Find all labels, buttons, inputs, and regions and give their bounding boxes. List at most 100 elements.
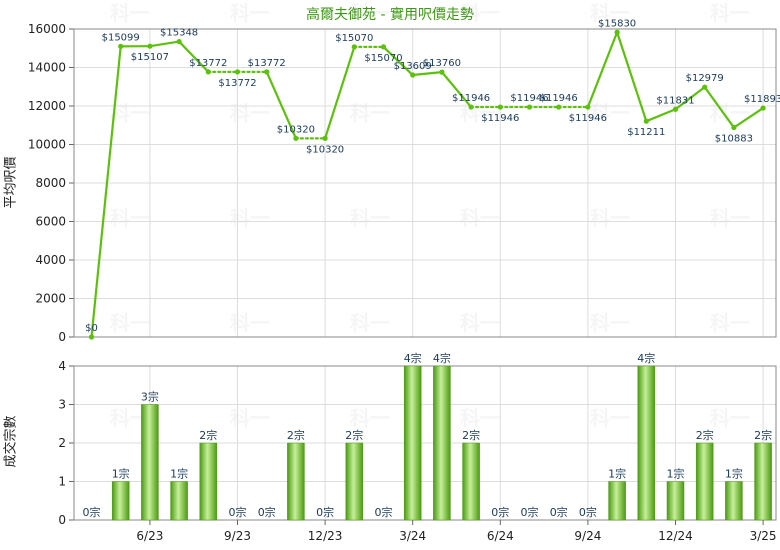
price-point	[351, 44, 357, 50]
price-line-segment	[440, 71, 473, 109]
count-bar-label: 2宗	[754, 428, 772, 442]
price-line-segment	[732, 106, 765, 129]
price-ytick-label: 16000	[28, 22, 66, 36]
watermark: 科一	[110, 101, 150, 125]
count-bar-label: 0宗	[521, 505, 539, 519]
price-point-label: $15348	[160, 28, 198, 39]
watermark: 科一	[710, 1, 750, 25]
watermark: 科一	[230, 101, 270, 125]
count-bar-label: 0宗	[229, 505, 247, 519]
watermark: 科一	[230, 1, 270, 25]
price-point	[147, 43, 153, 49]
count-ytick-label: 0	[58, 513, 66, 527]
count-bar-label: 1宗	[725, 467, 743, 481]
count-bar	[111, 481, 130, 521]
watermark: 科一	[590, 1, 630, 25]
price-point-label: $15099	[102, 32, 140, 43]
price-point-label: $13772	[189, 58, 227, 69]
price-point	[176, 38, 182, 45]
count-frame	[73, 365, 777, 521]
count-bar-label: 0宗	[83, 505, 101, 519]
price-ytick-label: 6000	[35, 215, 66, 229]
watermark: 科一	[460, 101, 500, 125]
count-ytick-label: 1	[58, 475, 66, 489]
price-line-segment	[382, 45, 414, 77]
count-bar	[287, 442, 305, 521]
watermark: 科一	[350, 206, 390, 230]
price-point	[234, 69, 241, 75]
price-point	[205, 69, 211, 75]
count-bar	[637, 365, 656, 521]
x-tick-label: 9/24	[574, 529, 601, 543]
price-point	[585, 104, 591, 110]
price-line-segment	[674, 86, 706, 111]
price-line-segment	[615, 31, 648, 123]
chart-title: 高爾夫御苑 - 實用呎價走勢	[306, 7, 474, 23]
count-bar-label: 4宗	[433, 351, 451, 365]
price-point	[439, 69, 445, 75]
watermark: 科一	[350, 311, 390, 335]
watermark: 科一	[710, 206, 750, 230]
price-ytick-label: 10000	[28, 138, 66, 152]
x-tick-label: 12/24	[658, 529, 693, 543]
price-point	[643, 118, 649, 124]
price-point	[556, 104, 562, 110]
count-bar	[608, 481, 626, 521]
price-point	[497, 104, 503, 110]
count-bar	[199, 442, 218, 521]
price-point-label: $0	[85, 323, 98, 334]
price-point-label: $11946	[452, 93, 490, 104]
x-tick-label: 12/23	[308, 529, 343, 543]
count-bar	[141, 404, 159, 521]
price-line-segment	[411, 71, 443, 77]
watermark: 科一	[460, 1, 500, 25]
watermark: 科一	[460, 311, 500, 335]
count-bar-label: 1宗	[608, 467, 626, 481]
price-line-segment	[148, 40, 181, 48]
price-point-label: $11946	[510, 93, 548, 104]
count-bar	[695, 442, 714, 521]
price-point-label: $11893	[744, 94, 780, 105]
price-point-label: $11211	[627, 127, 665, 138]
price-point-label: $13760	[423, 58, 461, 69]
watermark: 科一	[710, 406, 750, 430]
price-point-label: $11946	[569, 113, 607, 124]
watermark: 科一	[590, 406, 630, 430]
watermark: 科一	[460, 206, 500, 230]
price-ytick-label: 0	[58, 330, 66, 344]
price-line-segment	[265, 70, 297, 140]
watermark: 科一	[590, 101, 630, 125]
price-line-segment	[703, 86, 736, 129]
count-bar	[345, 442, 364, 521]
price-point	[264, 69, 270, 75]
price-point-label: $11831	[656, 95, 694, 106]
price-ytick-label: 12000	[28, 99, 66, 113]
price-point	[614, 29, 620, 35]
price-point-label: $10883	[715, 134, 753, 145]
watermark: 科一	[590, 311, 630, 335]
price-point-label: $13772	[218, 78, 256, 89]
watermark: 科一	[230, 406, 270, 430]
price-point	[322, 135, 328, 141]
price-point-label: $11946	[481, 113, 519, 124]
x-tick-label: 6/23	[136, 529, 163, 543]
count-bar-label: 2宗	[462, 428, 480, 442]
price-point	[760, 105, 766, 111]
price-point	[410, 72, 416, 78]
count-bar-label: 0宗	[375, 505, 393, 519]
price-point	[88, 334, 95, 340]
count-bar-label: 1宗	[667, 467, 685, 481]
price-point-label: $10320	[277, 124, 315, 135]
price-point-label: $13772	[248, 58, 286, 69]
price-point	[380, 44, 387, 50]
count-bar-label: 4宗	[637, 351, 655, 365]
price-point	[468, 104, 474, 110]
price-frame	[73, 28, 777, 338]
count-bar-label: 0宗	[258, 505, 276, 519]
count-bar	[666, 481, 685, 521]
watermark: 科一	[350, 101, 390, 125]
price-line-segment	[90, 45, 122, 339]
count-bar	[725, 481, 743, 521]
watermark: 科一	[230, 206, 270, 230]
